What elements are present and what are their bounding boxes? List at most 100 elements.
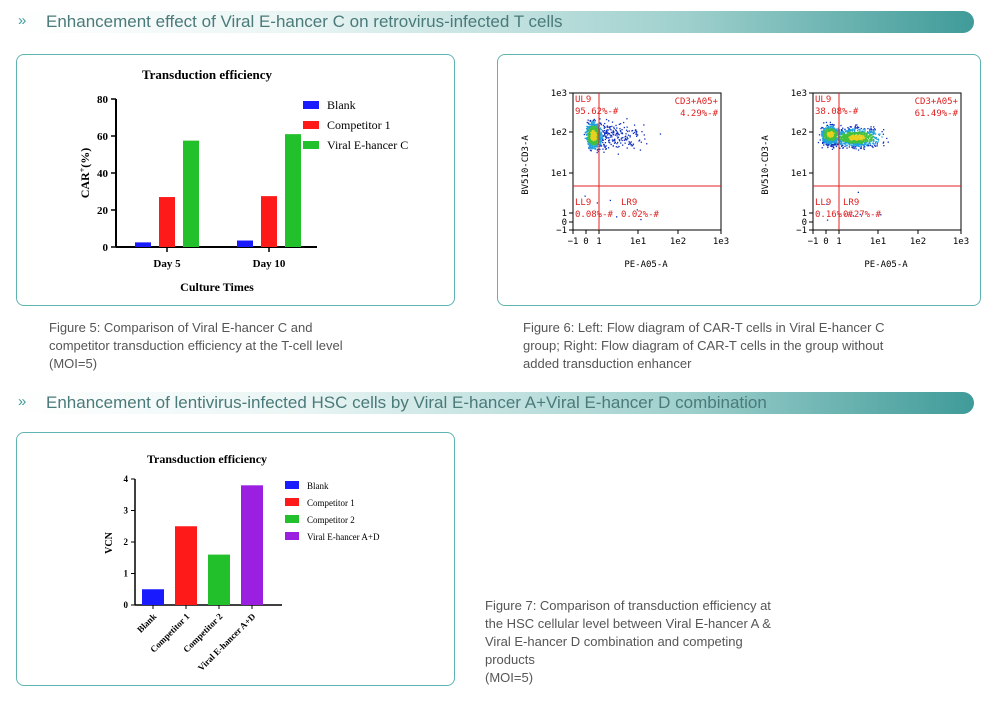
quadrant-ur-label: CD3+A05+ — [915, 97, 959, 107]
y-tick-label: 3 — [124, 506, 129, 516]
y-tick-label: 0 — [124, 600, 129, 610]
bar-competitor-1 — [175, 526, 197, 605]
legend-label: Competitor 1 — [307, 498, 355, 508]
double-chevron-right-icon: » — [18, 12, 27, 29]
y-tick-label: 20 — [97, 205, 109, 217]
y-axis-label: VCN — [104, 531, 115, 553]
x-tick-label: 1e1 — [870, 237, 886, 247]
x-tick-label: 1e3 — [953, 237, 969, 247]
y-tick-label: 0 — [103, 242, 109, 254]
y-axis-label: BV510-CD3-A — [521, 135, 531, 195]
figure7-panel: Transduction efficiency 0 1 2 3 4 VCN Blank Blan… — [16, 432, 455, 686]
legend-label: Blank — [307, 481, 329, 491]
legend-label: Competitor 1 — [327, 118, 391, 132]
y-tick-label: −1 — [796, 226, 807, 236]
y-tick-label: 4 — [124, 474, 129, 484]
bar-viral-e-hancer-a-d — [241, 485, 263, 605]
legend-swatch — [285, 515, 299, 523]
x-tick-label: Day 5 — [153, 258, 181, 270]
plot-frame — [572, 92, 722, 231]
x-tick-label: Day 10 — [253, 258, 286, 270]
quadrant-ul-label: UL9 — [815, 95, 831, 105]
section-header-1: » Enhancement effect of Viral E-hancer C… — [12, 11, 974, 33]
figure7-caption: Figure 7: Comparison of transduction eff… — [485, 598, 771, 685]
legend-swatch — [285, 532, 299, 540]
bar-blank — [142, 589, 164, 605]
y-tick-label: 1e1 — [551, 169, 567, 179]
bar-viral-e-hancer-c — [183, 140, 199, 247]
figure5-panel: Transduction efficiency 0 20 40 60 80 CAR+(%) C… — [16, 54, 455, 306]
quadrant-ul-value: 95.62%-# — [575, 107, 619, 117]
x-tick-label: 1e3 — [713, 237, 729, 247]
x-tick-label: Viral E-hancer A+D — [196, 611, 258, 673]
quadrant-ur-value: 4.29%-# — [680, 109, 719, 119]
x-tick-label: 1e1 — [630, 237, 646, 247]
y-axis-label: BV510-CD3-A — [761, 135, 771, 195]
section-title-2: Enhancement of lentivirus-infected HSC c… — [46, 393, 767, 412]
bar-competitor-2 — [208, 554, 230, 605]
x-tick-label: 1 — [596, 237, 601, 247]
x-tick-label: −1 — [568, 237, 579, 247]
quadrant-lr-value: 0.27%-# — [843, 210, 882, 220]
x-tick-label: 0 — [823, 237, 828, 247]
y-tick-label: 2 — [124, 537, 129, 547]
figure6-flow-right: −1 0 1 1e1 1e2 1e31e31e21e110−1PE-A05-ABV510-… — [761, 89, 969, 270]
quadrant-lr-value: 0.02%-# — [621, 210, 660, 220]
quadrant-ul-value: 38.08%-# — [815, 107, 859, 117]
figure5-bar-chart: Transduction efficiency 0 20 40 60 80 CAR+(%) C… — [78, 67, 409, 294]
legend-swatch — [303, 101, 319, 109]
x-tick-label: −1 — [808, 237, 819, 247]
figure5-caption: Figure 5: Comparison of Viral E-hancer C… — [49, 320, 343, 371]
y-tick-label: 1e2 — [791, 128, 807, 138]
legend-swatch — [303, 141, 319, 149]
y-tick-label: 1 — [562, 209, 567, 219]
x-tick-label: 1e2 — [910, 237, 926, 247]
legend-swatch — [285, 481, 299, 489]
legend-swatch — [285, 498, 299, 506]
legend-label: Viral E-hancer A+D — [307, 532, 380, 542]
bar-viral-e-hancer-c — [285, 134, 301, 247]
plot-frame — [812, 92, 962, 231]
y-tick-label: 0 — [802, 218, 807, 228]
quadrant-ur-label: CD3+A05+ — [675, 97, 719, 107]
double-chevron-right-icon: » — [18, 393, 27, 410]
quadrant-ll-label: LL9 — [575, 198, 591, 208]
figure6-flow-left: −1 0 1 1e1 1e2 1e31e31e21e110−1PE-A05-ABV510-… — [521, 89, 729, 270]
quadrant-ll-value: 0.16%-# — [815, 210, 854, 220]
quadrant-ul-label: UL9 — [575, 95, 591, 105]
bar-blank — [135, 242, 151, 247]
x-axis-label: PE-A05-A — [624, 260, 668, 270]
figure6-caption: Figure 6: Left: Flow diagram of CAR-T ce… — [523, 320, 885, 371]
bar-competitor-1 — [159, 197, 175, 247]
y-tick-label: 1 — [124, 569, 129, 579]
y-tick-label: 1e2 — [551, 128, 567, 138]
legend-label: Competitor 2 — [307, 515, 355, 525]
quadrant-ll-value: 0.08%-# — [575, 210, 614, 220]
y-tick-label: 1e3 — [791, 89, 807, 99]
quadrant-ll-label: LL9 — [815, 198, 831, 208]
y-tick-label: 1e1 — [791, 169, 807, 179]
event-dots — [583, 118, 662, 221]
section-title-1: Enhancement effect of Viral E-hancer C o… — [46, 12, 563, 31]
y-axis-label: CAR+(%) — [78, 148, 93, 199]
legend-label: Blank — [327, 98, 356, 112]
section-header-2: » Enhancement of lentivirus-infected HSC… — [12, 392, 974, 414]
chart-title: Transduction efficiency — [147, 452, 267, 466]
x-tick-label: 0 — [583, 237, 588, 247]
y-tick-label: 40 — [97, 168, 109, 180]
event-dots — [817, 121, 889, 221]
x-axis-label: Culture Times — [180, 280, 254, 294]
y-tick-label: 1e3 — [551, 89, 567, 99]
quadrant-lr-label: LR9 — [843, 198, 859, 208]
x-axis-label: PE-A05-A — [864, 260, 908, 270]
figure6-panel: −1 0 1 1e1 1e2 1e3 1e3 1e2 1e1 1 0 −1 PE-A05-A BV510-… — [497, 54, 981, 306]
figure7-bar-chart: Transduction efficiency 0 1 2 3 4 VCN Blank Blan… — [104, 452, 380, 673]
legend-label: Viral E-hancer C — [327, 138, 408, 152]
bar-competitor-1 — [261, 196, 277, 247]
y-tick-label: 60 — [97, 131, 109, 143]
quadrant-ur-value: 61.49%-# — [915, 109, 959, 119]
quadrant-lr-label: LR9 — [621, 198, 637, 208]
bar-blank — [237, 240, 253, 247]
y-tick-label: 1 — [802, 209, 807, 219]
y-tick-label: −1 — [556, 226, 567, 236]
